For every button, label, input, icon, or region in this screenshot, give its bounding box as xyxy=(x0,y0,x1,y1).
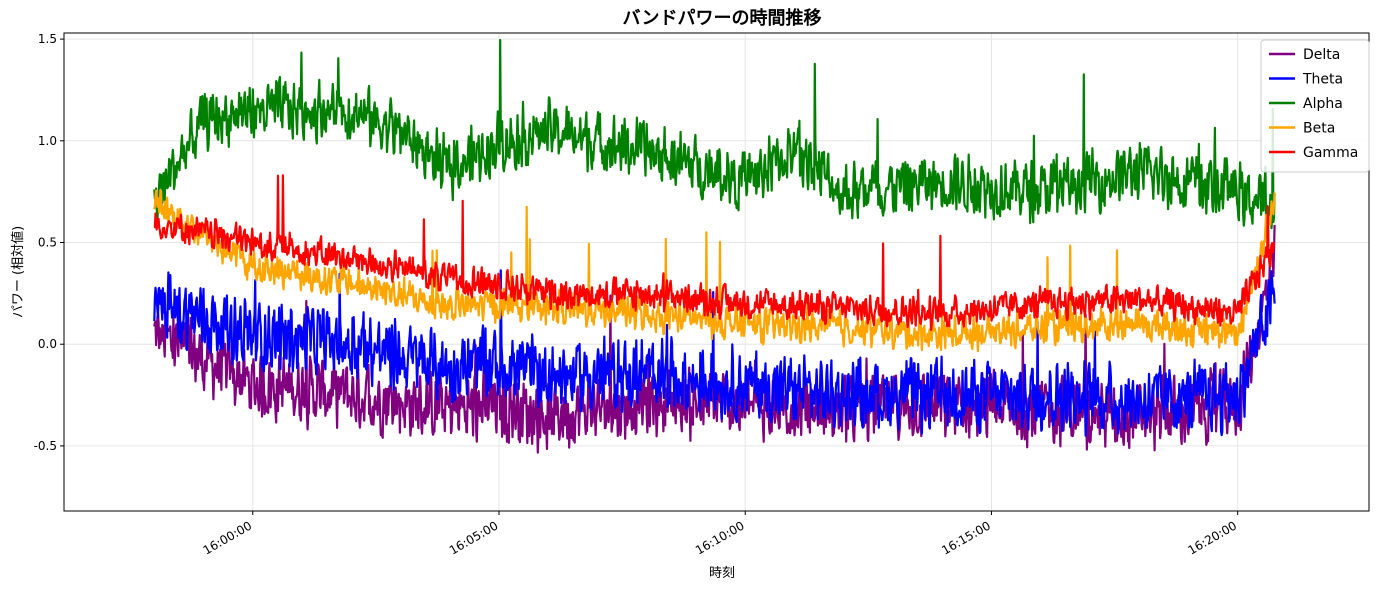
x-tick-label: 16:00:00 xyxy=(201,518,255,557)
series-line-theta xyxy=(153,269,1276,437)
legend-label-delta: Delta xyxy=(1303,47,1340,63)
plot-frame xyxy=(63,32,1370,512)
x-tick-label: 16:10:00 xyxy=(693,518,747,557)
y-axis-label: パワー (相対値) xyxy=(10,226,26,318)
series-line-alpha xyxy=(153,38,1276,230)
legend: Delta Theta Alpha Beta Gamma xyxy=(1260,39,1370,173)
legend-label-alpha: Alpha xyxy=(1303,96,1343,112)
x-tick-label: 16:15:00 xyxy=(939,518,993,557)
legend-label-theta: Theta xyxy=(1302,72,1343,88)
legend-box xyxy=(1260,39,1370,173)
y-tick-label: 0.0 xyxy=(38,337,57,351)
x-axis-label: 時刻 xyxy=(709,566,735,581)
legend-label-beta: Beta xyxy=(1303,121,1335,137)
y-tick-label: 1.5 xyxy=(38,32,57,46)
y-tick-label: 1.0 xyxy=(38,134,57,148)
y-tick-label: -0.5 xyxy=(34,439,57,453)
x-axis-ticks: 16:00:00 16:05:00 16:10:00 16:15:00 16:20:00 xyxy=(201,511,1239,558)
series-line-gamma xyxy=(153,174,1276,332)
x-tick-label: 16:05:00 xyxy=(447,518,501,557)
legend-label-gamma: Gamma xyxy=(1303,145,1358,161)
y-axis-ticks: -0.5 0.0 0.5 1.0 1.5 xyxy=(34,32,64,453)
x-tick-label: 16:20:00 xyxy=(1185,518,1239,557)
y-tick-label: 0.5 xyxy=(38,236,57,250)
series-lines xyxy=(153,38,1276,454)
chart-title: バンドパワーの時間推移 xyxy=(623,7,822,29)
